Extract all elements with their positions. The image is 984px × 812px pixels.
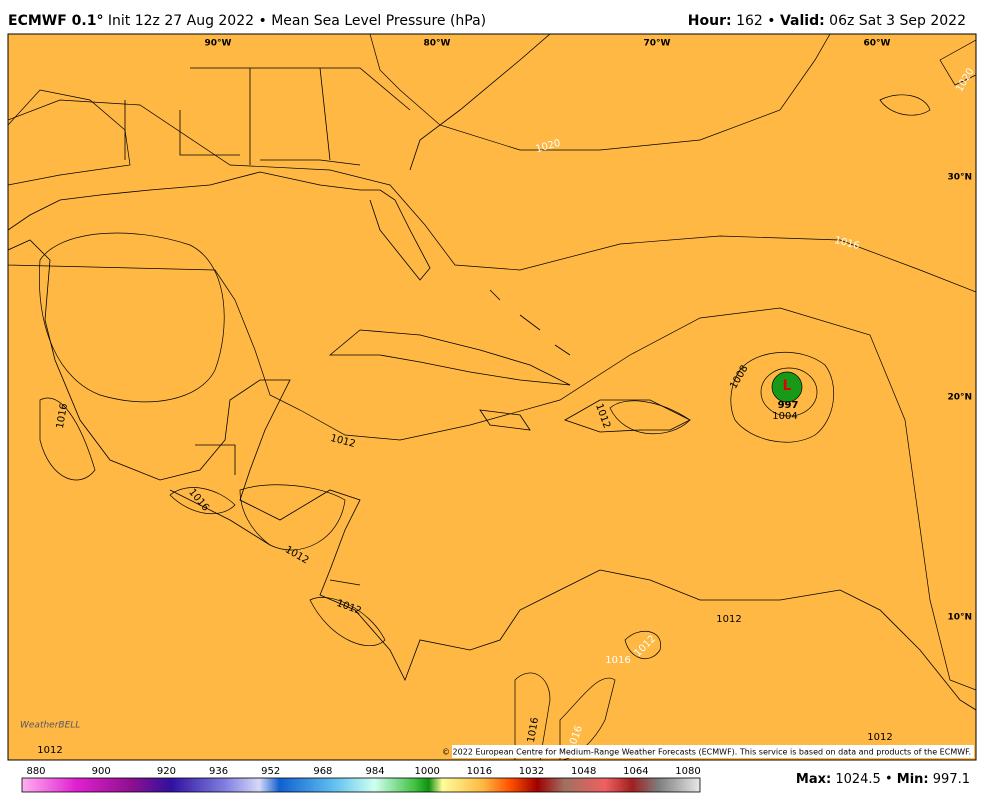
lon-label: 60°W — [864, 39, 891, 49]
pressure-band — [8, 34, 976, 691]
copyright: © 2022 European Centre for Medium-Range … — [442, 748, 971, 757]
low-symbol: L — [783, 378, 792, 394]
map-frame — [7, 33, 977, 761]
low-center — [771, 371, 803, 403]
lon-label: 90°W — [205, 39, 232, 49]
island — [328, 289, 691, 433]
low-value: 997 — [778, 400, 799, 411]
min-label: Min: — [897, 772, 929, 787]
valid-label: Valid: — [780, 13, 825, 29]
max: 1024.5 — [835, 772, 881, 787]
colorbar-tick-label: 968 — [313, 766, 332, 777]
contour-label: 1012 — [716, 614, 741, 625]
contour-label: 1004 — [772, 411, 797, 422]
colorbar-tick-label: 1032 — [519, 766, 544, 777]
valid: 06z Sat 3 Sep 2022 — [829, 13, 966, 29]
colorbar-tick-label: 952 — [261, 766, 280, 777]
max-label: Max: — [796, 772, 831, 787]
copyright-bg — [452, 745, 974, 758]
valid-info: Hour: 162 • Valid: 06z Sat 3 Sep 2022 — [688, 13, 966, 29]
colorbar-tick-label: 1016 — [467, 766, 492, 777]
low-inner — [760, 367, 818, 417]
contour-label: 1016 — [526, 717, 541, 744]
lon-label: 80°W — [424, 39, 451, 49]
pressure-band — [8, 34, 976, 293]
title-rest: Init 12z 27 Aug 2022 • Mean Sea Level Pr… — [108, 13, 486, 29]
pressure-band — [39, 397, 691, 760]
max-min: Max: 1024.5 • Min: 997.1 — [796, 772, 970, 787]
contour-label: 1012 — [867, 732, 892, 743]
min: 997.1 — [933, 772, 970, 787]
contour-label: 1016 — [55, 403, 70, 430]
separator: • — [767, 13, 775, 29]
colorbar — [21, 777, 701, 793]
coastline — [8, 34, 976, 711]
colorbar-tick-label: 1000 — [414, 766, 439, 777]
colorbar-tick-label: 936 — [209, 766, 228, 777]
colorbar-tick-label: 900 — [92, 766, 111, 777]
contour-label: 1012 — [37, 745, 62, 756]
lon-label: 70°W — [644, 39, 671, 49]
colorbar-tick-label: 1064 — [623, 766, 648, 777]
model: ECMWF 0.1° — [8, 13, 103, 29]
pressure-band — [39, 232, 225, 403]
pressure-band — [8, 89, 931, 186]
border — [124, 67, 411, 586]
colorbar-tick-label: 984 — [365, 766, 384, 777]
title: ECMWF 0.1° Init 12z 27 Aug 2022 • Mean S… — [8, 13, 486, 29]
colorbar-tick-label: 920 — [157, 766, 176, 777]
colorbar-tick-label: 1048 — [571, 766, 596, 777]
contour-label: 1016 — [605, 655, 630, 666]
colorbar-tick-label: 880 — [26, 766, 45, 777]
pressure-band — [369, 34, 976, 151]
hour-label: Hour: — [688, 13, 732, 29]
logo: WeatherBELL — [20, 721, 80, 731]
colorbar-tick-label: 1080 — [675, 766, 700, 777]
lat-label: 10°N — [947, 613, 972, 623]
low-ring — [730, 351, 835, 443]
pressure-fill — [8, 34, 976, 760]
lat-label: 30°N — [947, 173, 972, 183]
lat-label: 20°N — [947, 393, 972, 403]
map: WeatherBELL © 2022 European Centre for M… — [7, 33, 977, 761]
hour: 162 — [736, 13, 763, 29]
